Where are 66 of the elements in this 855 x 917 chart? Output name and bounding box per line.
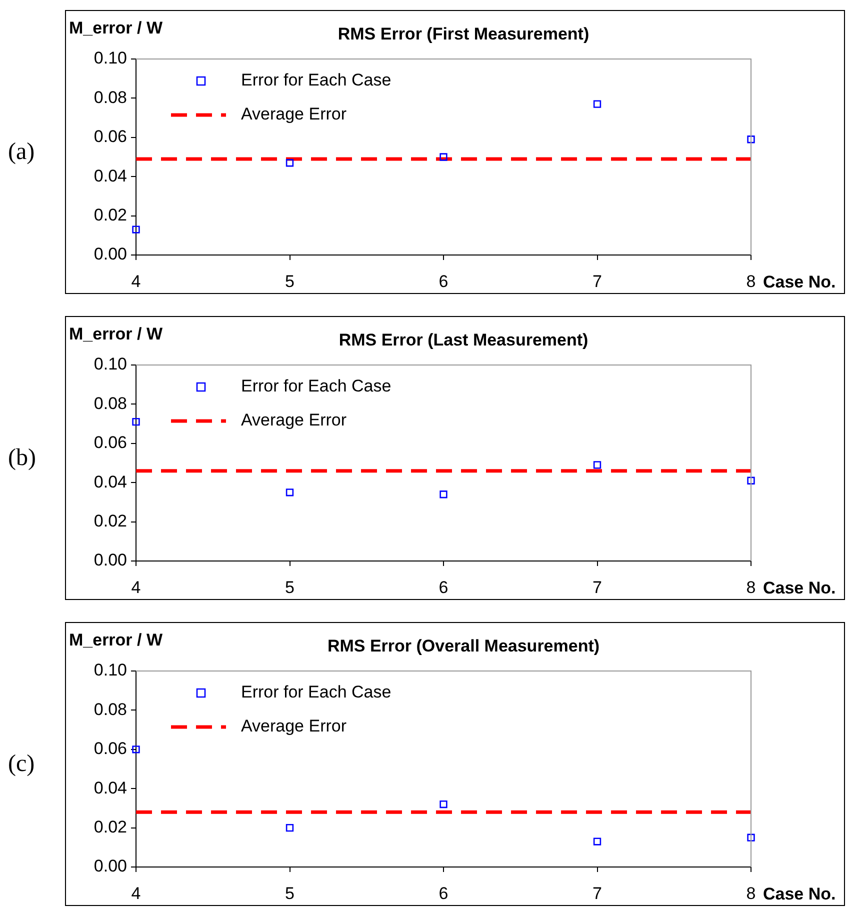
- x-tick-label: 8: [746, 272, 756, 291]
- point: [593, 461, 602, 469]
- y-tick-label: 0.10: [94, 354, 127, 374]
- y-tick-label: 0.10: [94, 660, 127, 680]
- chart-title: RMS Error (Last Measurement): [338, 330, 588, 350]
- chart-title: RMS Error (First Measurement): [338, 24, 590, 44]
- point: [132, 418, 140, 426]
- point: [286, 488, 294, 496]
- y-tick-label: 0.06: [94, 739, 127, 758]
- y-tick-label: 0.08: [94, 88, 127, 107]
- y-tick-label: 0.02: [94, 205, 127, 224]
- legend-label: Error for Each Case: [241, 376, 392, 396]
- chart-title: RMS Error (Overall Measurement): [327, 636, 600, 656]
- x-tick-label: 8: [746, 884, 756, 903]
- y-tick-label: 0.00: [94, 550, 127, 570]
- x-tick-label: 7: [592, 272, 602, 291]
- text: (a): [8, 138, 36, 166]
- y-tick-label: 0.04: [94, 166, 127, 186]
- x-axis-title: Case No.: [763, 578, 836, 598]
- x-tick-label: 5: [285, 578, 294, 597]
- x-tick-label: 6: [438, 884, 448, 903]
- y-tick-label: 0.10: [94, 48, 127, 68]
- x-tick-label: 7: [592, 884, 602, 903]
- point: [440, 153, 448, 161]
- point: [747, 476, 755, 484]
- legend-label: Error for Each Case: [241, 682, 392, 702]
- legend-label: Average Error: [241, 716, 347, 736]
- y-tick-label: 0.06: [94, 433, 127, 452]
- point: [593, 100, 602, 108]
- x-tick-label: 7: [592, 578, 602, 597]
- x-tick-label: 6: [438, 272, 448, 291]
- point: [593, 838, 602, 846]
- y-tick-label: 0.00: [94, 856, 127, 876]
- x-tick-label: 5: [285, 272, 294, 291]
- x-tick-label: 4: [131, 578, 141, 597]
- y-tick-label: 0.02: [94, 511, 127, 530]
- x-tick-label: 6: [438, 578, 448, 597]
- x-axis-title: Case No.: [763, 272, 836, 292]
- legend-label: Average Error: [241, 104, 347, 124]
- legend-label: Error for Each Case: [241, 70, 392, 90]
- y-tick-label: 0.08: [94, 700, 127, 719]
- point: [132, 746, 140, 754]
- x-tick-label: 5: [285, 884, 294, 903]
- x-tick-label: 8: [746, 578, 756, 597]
- text: (c): [8, 750, 36, 778]
- y-axis-title: M_error / W: [69, 324, 164, 344]
- point: [440, 800, 448, 808]
- legend-label: Average Error: [241, 410, 347, 430]
- x-axis-title: Case No.: [763, 884, 836, 904]
- y-tick-label: 0.04: [94, 778, 127, 798]
- point: [440, 490, 448, 498]
- y-tick-label: 0.00: [94, 244, 127, 264]
- point: [747, 834, 755, 842]
- point: [747, 136, 755, 144]
- point: [286, 159, 294, 167]
- y-axis-title: M_error / W: [69, 18, 164, 38]
- y-axis-title: M_error / W: [69, 630, 164, 650]
- point: [286, 824, 294, 832]
- point: [132, 226, 140, 234]
- y-tick-label: 0.02: [94, 817, 127, 836]
- x-tick-label: 4: [131, 272, 141, 291]
- text: (b): [8, 444, 37, 472]
- y-tick-label: 0.04: [94, 472, 127, 492]
- y-tick-label: 0.06: [94, 127, 127, 146]
- y-tick-label: 0.08: [94, 394, 127, 413]
- x-tick-label: 4: [131, 884, 141, 903]
